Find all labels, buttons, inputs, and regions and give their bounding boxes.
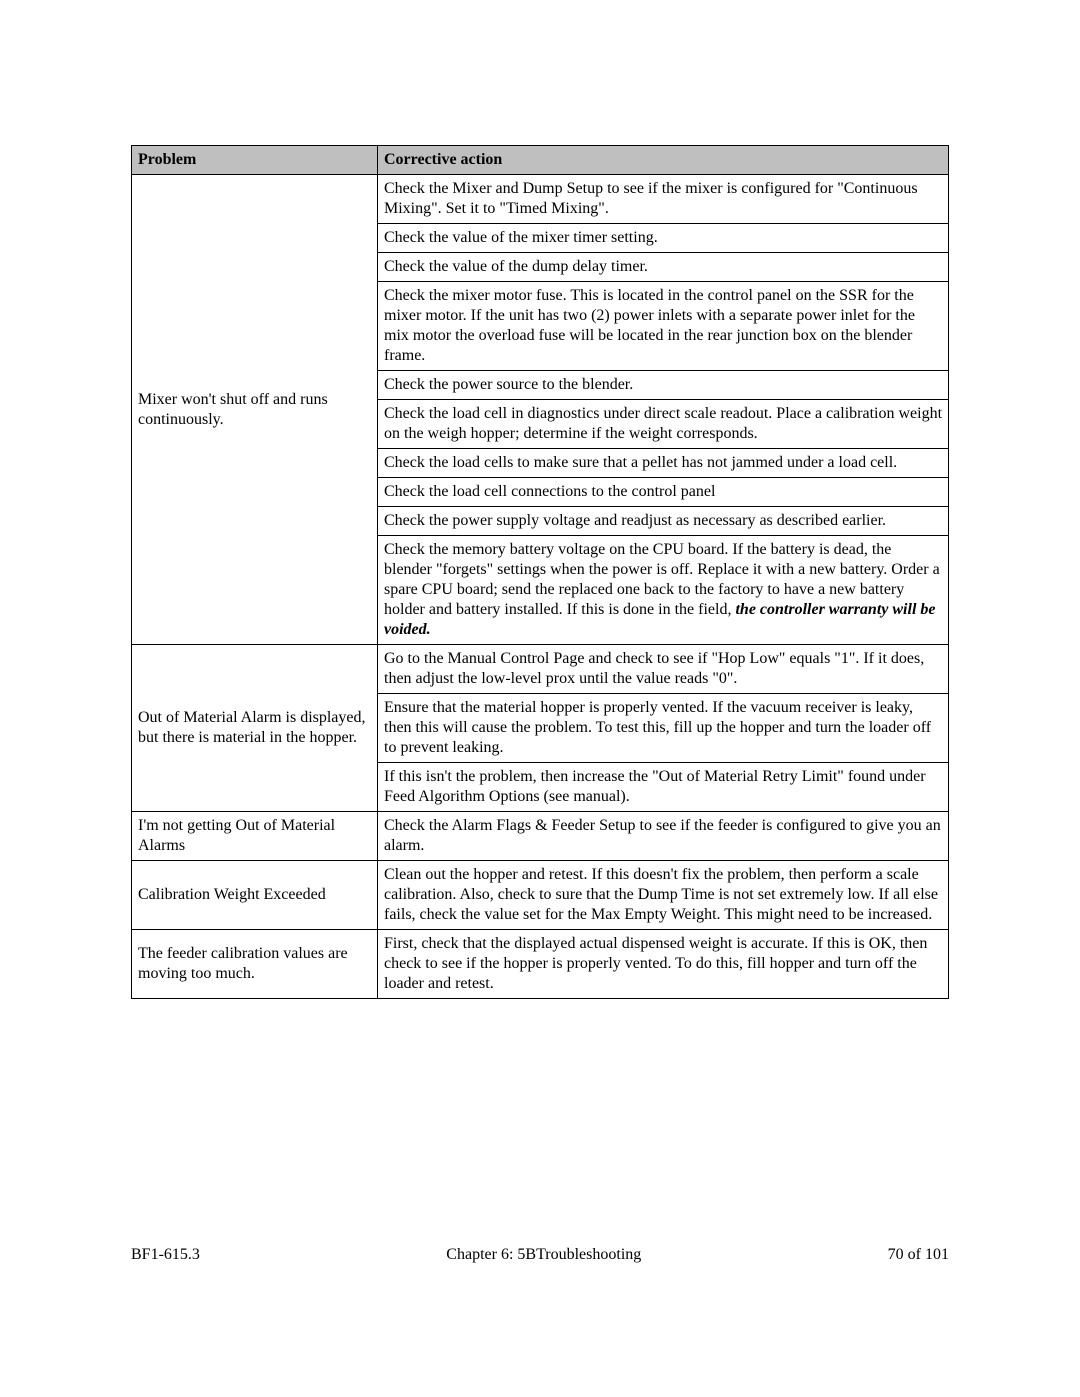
action-cell: Check the load cells to make sure that a… — [378, 449, 949, 478]
table-row: The feeder calibration values are moving… — [132, 930, 949, 999]
action-cell: Check the load cell connections to the c… — [378, 478, 949, 507]
action-cell: Check the Mixer and Dump Setup to see if… — [378, 175, 949, 224]
action-cell: Check the value of the mixer timer setti… — [378, 224, 949, 253]
table-row: Mixer won't shut off and runs continuous… — [132, 175, 949, 224]
problem-cell: Out of Material Alarm is displayed, but … — [132, 645, 378, 812]
action-cell: Check the Alarm Flags & Feeder Setup to … — [378, 812, 949, 861]
table-row: Calibration Weight ExceededClean out the… — [132, 861, 949, 930]
problem-cell: Calibration Weight Exceeded — [132, 861, 378, 930]
page-footer: BF1-615.3 Chapter 6: 5BTroubleshooting 7… — [131, 1246, 949, 1264]
footer-left: BF1-615.3 — [131, 1246, 200, 1264]
problem-cell: The feeder calibration values are moving… — [132, 930, 378, 999]
action-cell: Check the load cell in diagnostics under… — [378, 400, 949, 449]
table-row: Out of Material Alarm is displayed, but … — [132, 645, 949, 694]
action-cell: Check the power supply voltage and readj… — [378, 507, 949, 536]
problem-cell: Mixer won't shut off and runs continuous… — [132, 175, 378, 645]
footer-right: 70 of 101 — [888, 1246, 949, 1264]
warranty-warning: the controller warranty will be voided. — [384, 601, 935, 638]
action-cell: Check the power source to the blender. — [378, 371, 949, 400]
action-cell: Go to the Manual Control Page and check … — [378, 645, 949, 694]
footer-center: Chapter 6: 5BTroubleshooting — [446, 1246, 641, 1264]
action-cell: First, check that the displayed actual d… — [378, 930, 949, 999]
table-row: I'm not getting Out of Material AlarmsCh… — [132, 812, 949, 861]
action-cell: Check the mixer motor fuse. This is loca… — [378, 282, 949, 371]
header-action: Corrective action — [378, 146, 949, 175]
action-cell: Clean out the hopper and retest. If this… — [378, 861, 949, 930]
troubleshooting-table: Problem Corrective action Mixer won't sh… — [131, 145, 949, 999]
problem-cell: I'm not getting Out of Material Alarms — [132, 812, 378, 861]
action-cell: If this isn't the problem, then increase… — [378, 763, 949, 812]
action-cell: Check the memory battery voltage on the … — [378, 536, 949, 645]
table-header-row: Problem Corrective action — [132, 146, 949, 175]
action-cell: Check the value of the dump delay timer. — [378, 253, 949, 282]
action-cell: Ensure that the material hopper is prope… — [378, 694, 949, 763]
header-problem: Problem — [132, 146, 378, 175]
